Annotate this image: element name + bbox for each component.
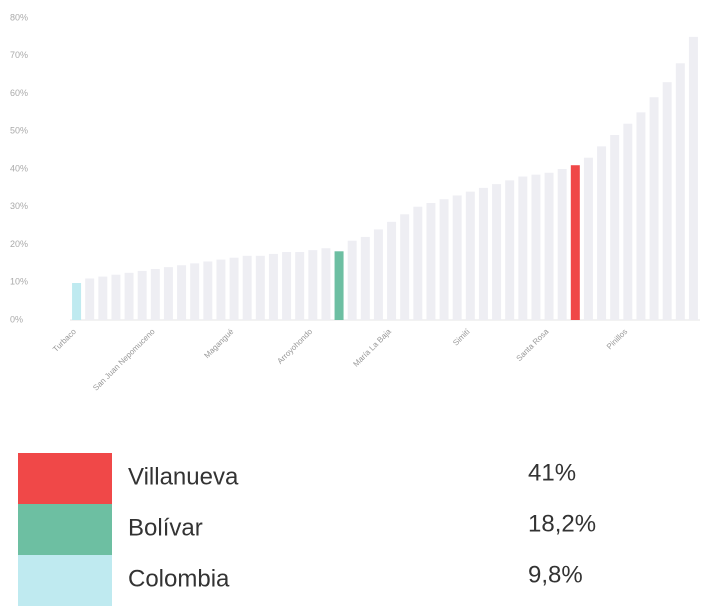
bar [387,221,397,320]
bar [636,112,646,320]
x-tick-label: Turbaco [51,327,78,354]
y-tick-label: 80% [10,12,28,22]
bar [439,199,449,320]
bar [242,255,252,320]
bar [426,202,436,320]
bar [675,63,685,321]
bar [413,206,423,320]
bar [282,252,292,320]
x-tick-label: Arroyohondo [275,327,314,366]
legend-swatch [18,555,112,606]
legend-swatch [18,504,112,555]
bar [163,267,173,320]
legend-value: 18,2% [528,510,596,537]
bar [623,123,633,320]
bar [124,272,134,320]
bar [544,172,554,320]
legend-swatch [18,453,112,504]
bar [610,135,620,320]
bar [583,157,593,320]
legend-label: Colombia [128,565,230,592]
legend-label: Villanueva [128,463,239,490]
bar [465,191,475,320]
bar [531,174,541,320]
x-tick-label: Pinillos [605,327,629,351]
bar [347,240,357,320]
y-tick-label: 40% [10,163,28,173]
bar [177,265,187,320]
bar [662,82,672,320]
bar [518,176,528,320]
bar [400,214,410,320]
x-tick-label: Simití [451,327,472,348]
bar [334,251,344,320]
x-tick-label: Santa Rosa [515,327,551,363]
bar [492,184,502,320]
x-tick-label: María La Baja [351,327,393,369]
x-tick-label: San Juan Nepomuceno [91,327,157,393]
y-tick-label: 50% [10,126,28,136]
bar [688,36,698,320]
bar [557,169,567,320]
y-tick-label: 0% [10,314,23,324]
y-tick-label: 20% [10,239,28,249]
y-tick-label: 70% [10,50,28,60]
bar [308,250,318,320]
bar [570,165,580,320]
legend-label: Bolívar [128,514,203,541]
bar [150,269,160,320]
bar [649,97,659,321]
bar [216,259,226,320]
bar [321,248,331,320]
y-tick-label: 10% [10,277,28,287]
bar [98,276,108,320]
bar [295,252,305,320]
y-tick-label: 60% [10,88,28,98]
bar [360,236,370,320]
legend-value: 41% [528,459,576,486]
x-tick-label: Magangué [202,327,235,360]
bar [597,146,607,320]
bar [111,274,121,320]
bar [190,263,200,320]
bar [452,195,462,320]
y-tick-label: 30% [10,201,28,211]
bar [373,229,383,320]
legend-value: 9,8% [528,561,583,588]
bar [478,187,488,320]
bar [85,278,95,320]
bar [72,283,82,320]
bar [203,261,213,320]
bar [137,270,147,320]
bar [229,257,239,320]
bar [268,253,278,320]
bar [505,180,515,320]
bar [255,255,265,320]
